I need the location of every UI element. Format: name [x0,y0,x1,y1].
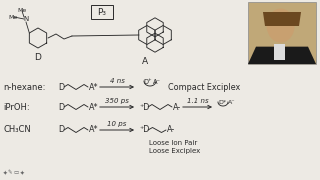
Bar [274,44,285,60]
Text: P₃: P₃ [98,8,107,17]
Text: D: D [35,53,41,62]
Text: A: A [142,57,148,66]
Text: A-: A- [173,102,181,111]
Text: D: D [58,102,64,111]
Text: ✎: ✎ [8,170,12,175]
Text: 4 ns: 4 ns [109,78,124,84]
Text: Compact Exciplex: Compact Exciplex [168,82,240,91]
Polygon shape [248,47,316,64]
Text: A-: A- [167,125,175,134]
Text: Me: Me [17,8,27,12]
Text: D: D [58,125,64,134]
Text: n-hexane:: n-hexane: [3,82,45,91]
Text: D*: D* [218,100,226,105]
Bar [248,2,316,64]
Text: ⁺D: ⁺D [139,125,149,134]
Text: D⁺: D⁺ [143,79,152,85]
Text: iPrOH:: iPrOH: [3,102,30,111]
Text: A⁻: A⁻ [228,100,236,105]
Ellipse shape [267,9,295,42]
Text: A*: A* [89,102,99,111]
Text: D: D [58,82,64,91]
Text: N: N [23,16,28,22]
Text: ✦: ✦ [3,170,8,175]
Text: A⁻: A⁻ [153,79,161,85]
Text: 10 ps: 10 ps [107,120,127,127]
Text: A*: A* [89,125,99,134]
Text: ✦: ✦ [20,170,25,175]
Polygon shape [263,12,301,26]
Text: ▭: ▭ [14,170,19,175]
Text: 350 ps: 350 ps [105,98,129,103]
Text: ⁺D: ⁺D [139,102,149,111]
Text: 1.1 ns: 1.1 ns [187,98,208,103]
Text: Loose Exciplex: Loose Exciplex [149,148,200,154]
Text: Loose Ion Pair: Loose Ion Pair [149,140,197,146]
Text: Me: Me [8,15,18,19]
Text: CH₃CN: CH₃CN [3,125,31,134]
Text: A*: A* [89,82,99,91]
